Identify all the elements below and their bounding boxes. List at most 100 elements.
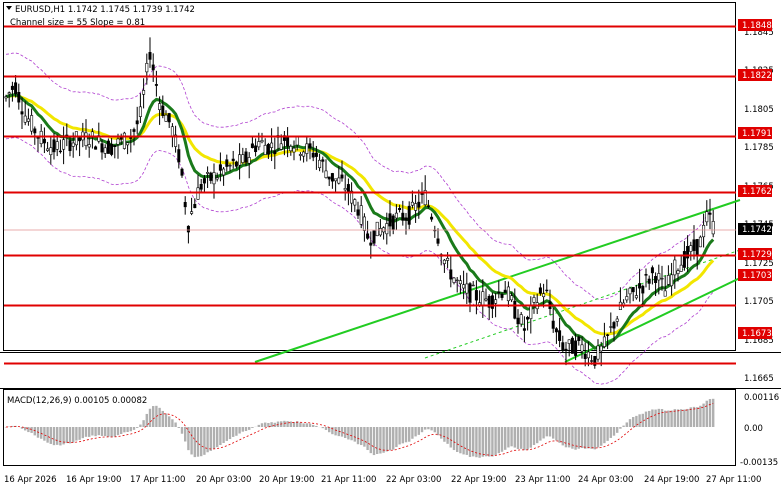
- macd-bar: [222, 427, 225, 443]
- macd-bar: [651, 409, 654, 427]
- candle-body: [206, 171, 210, 174]
- candle-body: [663, 290, 667, 297]
- candle-body: [177, 149, 181, 163]
- candle-body: [180, 168, 184, 176]
- candle-body: [414, 203, 418, 211]
- macd-bar: [475, 427, 478, 458]
- time-label: 16 Apr 2026: [4, 475, 57, 485]
- macd-bar: [264, 422, 267, 427]
- candle-body: [154, 84, 158, 86]
- macd-bar: [190, 427, 193, 455]
- macd-bar: [46, 427, 49, 443]
- candle-body: [148, 52, 152, 60]
- candle-body: [554, 328, 558, 333]
- candle-body: [196, 187, 200, 200]
- candle-body: [4, 96, 8, 99]
- macd-label: MACD(12,26,9) 0.00105 0.00082: [7, 396, 147, 406]
- candle-body: [391, 215, 395, 230]
- candle-body: [529, 305, 533, 319]
- candle-body: [279, 143, 283, 150]
- macd-bar: [27, 427, 30, 433]
- candle-body: [36, 137, 40, 139]
- candle-body: [260, 140, 264, 143]
- candle-body: [708, 212, 712, 215]
- candle-body: [186, 225, 190, 233]
- macd-bar: [462, 427, 465, 455]
- candle-body: [241, 154, 245, 163]
- time-label: 24 Apr 19:00: [644, 475, 699, 485]
- macd-bar: [110, 427, 113, 438]
- macd-bar: [152, 406, 155, 427]
- candle-body: [263, 144, 267, 155]
- macd-bar: [414, 427, 417, 437]
- candle-body: [209, 172, 213, 181]
- macd-bar: [648, 410, 651, 427]
- candle-body: [574, 340, 578, 356]
- macd-bar: [388, 427, 392, 451]
- macd-bar: [644, 411, 648, 427]
- macd-bar: [132, 427, 136, 430]
- candle-body: [87, 144, 91, 148]
- macd-bar: [436, 427, 440, 436]
- macd-bar: [676, 409, 680, 427]
- macd-bar: [203, 427, 206, 455]
- macd-bar: [468, 427, 472, 457]
- level-label: 1.1822: [742, 71, 772, 81]
- candle-body: [481, 291, 485, 306]
- macd-bar: [49, 427, 52, 444]
- indicator-info: Channel size = 55 Slope = 0.81: [10, 18, 145, 28]
- candle-body: [116, 138, 120, 145]
- macd-bar: [587, 427, 590, 449]
- candle-body: [353, 199, 357, 206]
- macd-bar: [424, 427, 427, 430]
- macd-bar: [292, 421, 296, 427]
- price-tick: 1.1805: [744, 105, 774, 115]
- candle-body: [644, 274, 648, 276]
- price-tick: 1.1665: [744, 374, 774, 384]
- candle-body: [551, 320, 555, 329]
- level-label: 1.1673: [742, 329, 772, 339]
- candle-body: [634, 295, 638, 299]
- time-label: 27 Apr 11:00: [706, 475, 761, 485]
- macd-bar: [283, 420, 286, 427]
- macd-bar: [328, 427, 331, 433]
- candle-body: [103, 147, 107, 154]
- macd-bar: [331, 427, 334, 435]
- macd-bar: [251, 427, 254, 428]
- macd-bar: [75, 427, 78, 441]
- candle-body: [590, 360, 594, 362]
- candle-body: [222, 168, 226, 176]
- candle-body: [417, 201, 421, 208]
- macd-bar: [212, 427, 216, 449]
- macd-bar: [350, 427, 353, 441]
- macd-bar: [699, 405, 702, 427]
- level-label-box: [738, 248, 772, 260]
- candle-body: [468, 283, 472, 303]
- macd-bar: [660, 409, 664, 427]
- candle-body: [516, 317, 520, 325]
- macd-bar: [65, 427, 68, 444]
- candle-body: [545, 289, 549, 292]
- macd-bar: [286, 421, 289, 427]
- macd-bar: [33, 427, 36, 436]
- macd-bar: [680, 409, 683, 427]
- candle-body: [567, 339, 571, 344]
- macd-bar: [302, 423, 305, 427]
- candle-body: [366, 233, 370, 239]
- macd-bar: [641, 413, 644, 427]
- macd-bar: [347, 427, 350, 440]
- macd-bar: [440, 427, 443, 439]
- candle-body: [442, 259, 446, 264]
- macd-bar: [510, 427, 513, 447]
- macd-bar: [673, 409, 676, 427]
- macd-bar: [398, 427, 401, 445]
- triangle-down-icon[interactable]: [6, 6, 12, 10]
- candle-body: [126, 142, 130, 146]
- candle-body: [78, 137, 82, 142]
- candle-body: [657, 273, 661, 281]
- macd-bar: [372, 427, 376, 456]
- candle-body: [682, 251, 686, 268]
- candle-body: [10, 85, 14, 90]
- macd-bar: [267, 423, 270, 427]
